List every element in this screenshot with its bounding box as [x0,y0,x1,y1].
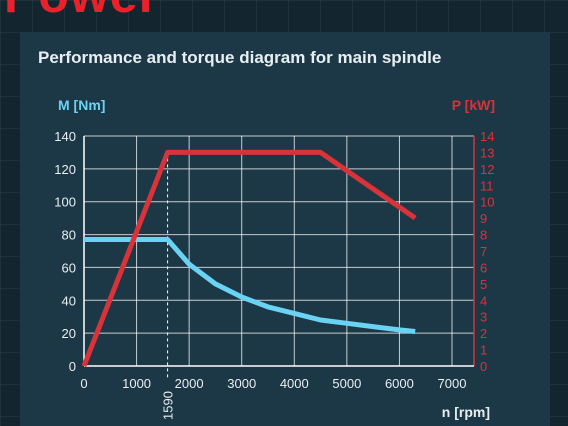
series-lines [81,149,417,367]
brand-heading: Power [4,0,159,20]
x-tick-label: 3000 [227,376,256,391]
y-left-tick-label: 80 [62,228,76,243]
y-left-tick-label: 40 [62,293,76,308]
chart-title: Performance and torque diagram for main … [38,48,442,67]
y-right-tick-label: 4 [480,293,487,308]
x-axis-label: n [rpm] [442,404,490,420]
y-right-tick-label: 0 [480,359,487,374]
y-left-tick-label: 120 [54,162,76,177]
x-tick-label: 6000 [385,376,414,391]
y-right-tick-label: 2 [480,326,487,341]
y-right-tick-label: 1 [480,343,487,358]
x-tick-label: 0 [80,376,87,391]
x-tick-label: 4000 [280,376,309,391]
y-right-tick-label: 6 [480,260,487,275]
annotation-label: 1590 [161,391,176,420]
y-right-tick-label: 5 [480,277,487,292]
x-tick-label: 7000 [438,376,467,391]
y-right-tick-label: 9 [480,211,487,226]
y-right-tick-label: 10 [480,195,494,210]
y-left-tick-label: 60 [62,260,76,275]
y-right-tick-label: 14 [480,129,494,144]
torque-series-line [84,237,416,334]
y-left-tick-label: 140 [54,129,76,144]
y-right-tick-label: 13 [480,145,494,160]
y-left-tick-label: 20 [62,326,76,341]
y-right-tick-label: 11 [480,178,494,193]
y-right-tick-label: 3 [480,310,487,325]
chart-panel [20,32,550,426]
y-right-tick-label: 7 [480,244,487,259]
y-left-tick-label: 100 [54,195,76,210]
tick-labels: 0 1000 2000 3000 4000 5000 6000 700002040608010… [54,129,494,420]
y-left-tick-label: 0 [69,359,76,374]
axes [83,136,475,378]
x-tick-label: 1000 [122,376,151,391]
y-right-tick-label: 8 [480,228,487,243]
power-series-line [81,149,417,367]
y-axis-left-label: M [Nm] [58,97,105,113]
y-axis-right-label: P [kW] [452,97,495,113]
x-tick-label: 5000 [332,376,361,391]
grid-lines [83,135,474,367]
x-tick-label: 2000 [175,376,204,391]
y-right-tick-label: 12 [480,162,494,177]
